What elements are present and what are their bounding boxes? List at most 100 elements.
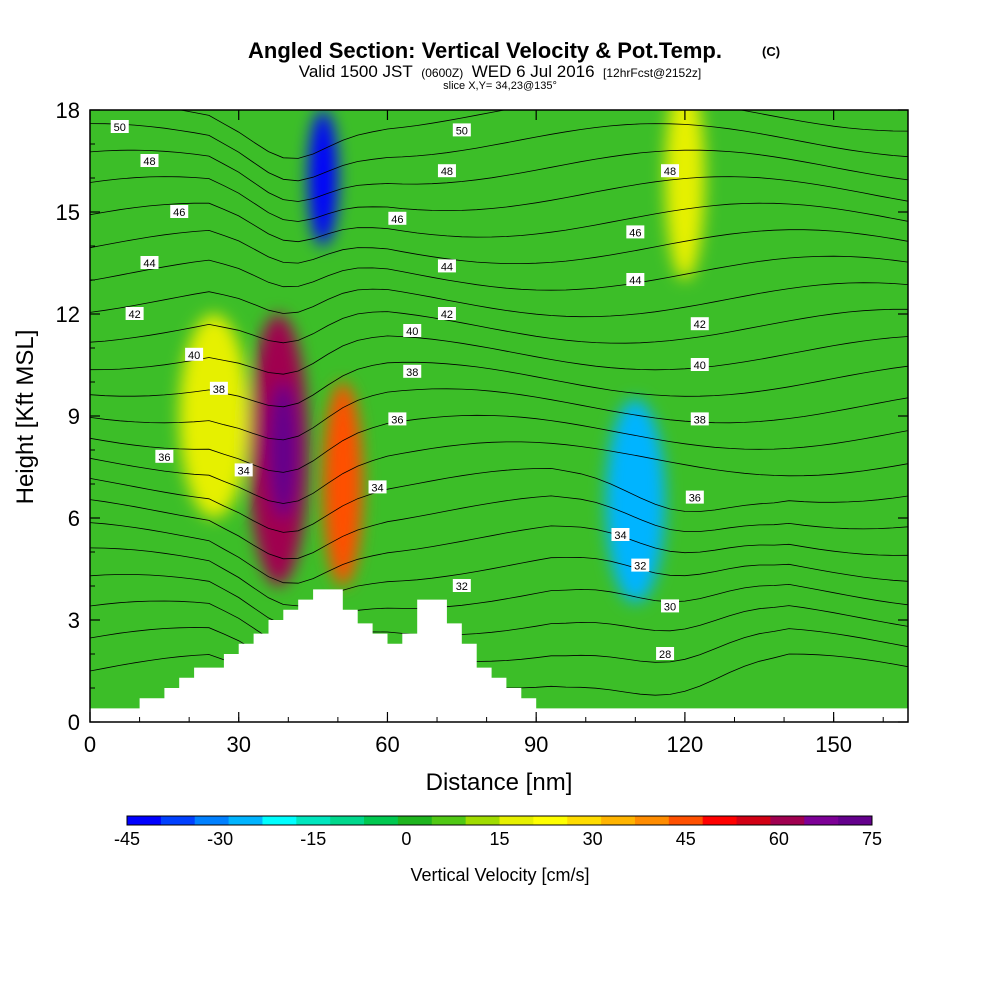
- contour-label: 48: [661, 164, 680, 178]
- velocity-feature: [665, 110, 705, 280]
- contour-label-text: 38: [213, 384, 225, 396]
- contour-label-box: [626, 273, 645, 286]
- contour-label-text: 34: [238, 465, 250, 477]
- isentrope-line: [90, 123, 908, 182]
- isentrope-line: [90, 495, 908, 560]
- plot-area: 50 48 46 44 42 40 38 36 34 50 48 46 44 42 40 38 36 34 32 48…: [90, 110, 908, 722]
- contour-label-box: [140, 154, 159, 167]
- contour-label-box: [437, 259, 456, 273]
- slice-label: slice X,Y= 34,23@135°: [443, 80, 557, 92]
- contour-label-text: 40: [406, 326, 418, 338]
- colorbar-tick-label: 30: [583, 829, 603, 849]
- velocity-field: [179, 110, 705, 603]
- colorbar-swatch: [228, 816, 263, 825]
- velocity-feature: [323, 382, 363, 586]
- colorbar-swatch: [567, 816, 602, 825]
- colorbar-tick-label: 60: [769, 829, 789, 849]
- colorbar-tick-label: -15: [300, 829, 326, 849]
- contour-label: 38: [403, 364, 422, 379]
- y-tick-label: 12: [56, 302, 80, 327]
- contour-label-text: 48: [143, 156, 155, 168]
- isentrope-line: [90, 282, 908, 318]
- contour-label-box: [368, 480, 387, 494]
- contour-label: 28: [656, 647, 675, 661]
- contour-label: 38: [690, 412, 709, 426]
- contour-label: 32: [452, 579, 471, 593]
- contour-label-box: [685, 490, 704, 504]
- contour-label: 34: [368, 480, 387, 494]
- contour-label: 42: [125, 307, 144, 321]
- contour-label-box: [388, 412, 407, 426]
- contour-label-box: [403, 364, 422, 378]
- contour-label: 36: [155, 449, 174, 464]
- contour-label: 48: [140, 154, 159, 168]
- contour-label: 50: [452, 123, 471, 137]
- contour-label-text: 32: [634, 561, 646, 573]
- contour-label-text: 46: [629, 227, 641, 239]
- contour-label: 38: [209, 381, 228, 396]
- contour-label-text: 32: [456, 581, 468, 593]
- contour-label-text: 40: [694, 360, 706, 372]
- contour-label-text: 36: [391, 414, 403, 426]
- contour-label: 34: [234, 463, 253, 477]
- colorbar-frame: [126, 815, 873, 826]
- contour-label: 34: [611, 528, 630, 542]
- colorbar-tick-label: -30: [207, 829, 233, 849]
- isentrope-line: [90, 600, 908, 648]
- contour-label-box: [437, 164, 456, 178]
- contour-label: 42: [690, 317, 709, 331]
- colorbar-swatch: [465, 816, 500, 825]
- colorbar-tick-label: 15: [489, 829, 509, 849]
- contour-label: 32: [631, 558, 650, 573]
- contour-label-text: 42: [441, 309, 453, 321]
- contour-label: 40: [403, 324, 422, 338]
- contour-label-box: [690, 412, 709, 426]
- subtitle-date: WED 6 Jul 2016: [472, 62, 595, 81]
- isentrope-line: [90, 149, 908, 202]
- x-tick-label: 90: [524, 732, 548, 757]
- contour-label: 36: [685, 490, 704, 505]
- colorbar-swatch: [194, 816, 230, 825]
- contour-label-text: 48: [664, 166, 676, 178]
- isentrope-line: [90, 547, 908, 607]
- velocity-feature: [268, 382, 299, 518]
- y-tick-label: 3: [68, 608, 80, 633]
- x-tick-label: 0: [84, 732, 96, 757]
- isentrope-line: [90, 335, 908, 375]
- contour-label: 42: [437, 307, 456, 321]
- y-axis-label: Height [Kft MSL]: [12, 330, 39, 505]
- isentrope-line: [90, 627, 908, 668]
- isentrope-line: [90, 308, 908, 344]
- contour-label-box: [209, 381, 228, 395]
- colorbar-swatch: [736, 816, 771, 825]
- subtitle-valid: Valid 1500 JST: [299, 62, 413, 81]
- isentrope-line: [90, 574, 908, 628]
- contour-label-text: 46: [173, 207, 185, 219]
- contour-label-text: 38: [406, 367, 418, 379]
- contour-label-box: [110, 120, 129, 133]
- contour-labels: 50 48 46 44 42 40 38 36 34 50 48 46 44 42 40 38 36 34 32 48…: [110, 120, 709, 661]
- colorbar: [126, 815, 873, 826]
- colorbar-swatch: [499, 816, 534, 825]
- chart-title: Angled Section: Vertical Velocity & Pot.…: [248, 38, 722, 63]
- y-tick-label: 0: [68, 710, 80, 735]
- colorbar-label: Vertical Velocity [cm/s]: [410, 865, 589, 885]
- contour-label-text: 34: [614, 530, 626, 542]
- colorbar-swatch: [804, 816, 839, 825]
- contour-label: 36: [388, 412, 407, 426]
- isentrope-line: [178, 110, 908, 159]
- contour-label: 46: [170, 205, 189, 219]
- colorbar-swatch: [431, 816, 467, 825]
- colorbar-swatch: [397, 816, 433, 825]
- x-axis-label: Distance [nm]: [426, 769, 573, 796]
- contour-label-box: [155, 449, 174, 463]
- contour-label-text: 30: [664, 601, 676, 613]
- x-axis-ticks: 0 30 60 90 120 150: [84, 110, 884, 757]
- contour-label: 44: [626, 273, 645, 287]
- contour-label-text: 50: [456, 125, 468, 137]
- colorbar-swatch: [533, 816, 568, 825]
- isentrope-line: [90, 255, 908, 291]
- colorbar-swatch: [838, 816, 873, 825]
- contour-label: 46: [388, 211, 407, 226]
